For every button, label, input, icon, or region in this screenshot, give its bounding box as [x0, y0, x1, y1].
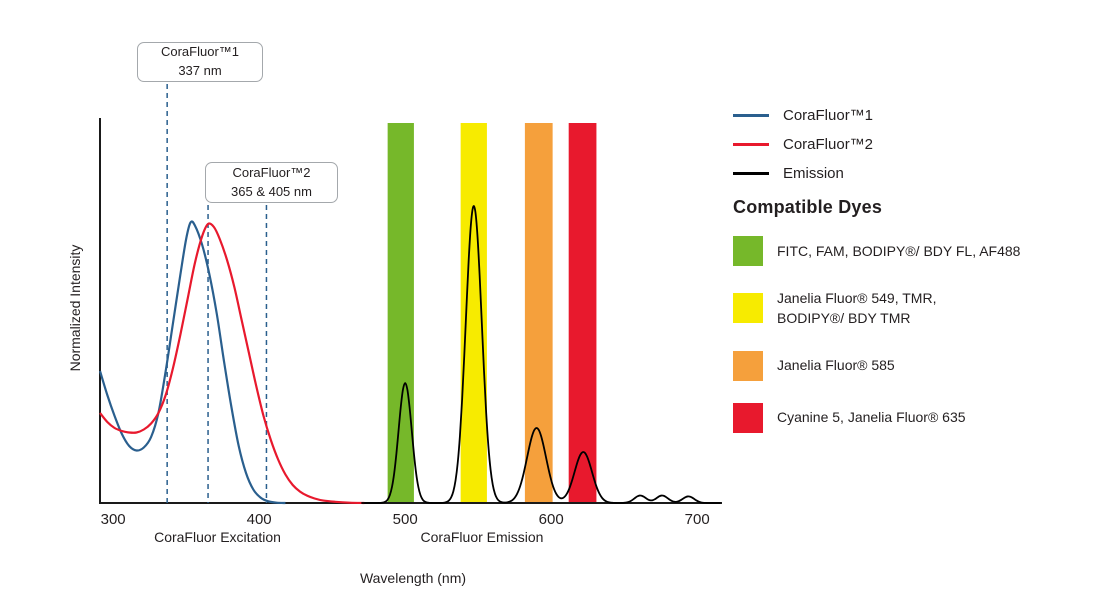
callout-corafluor1: CoraFluor™1 337 nm — [137, 42, 263, 82]
x-tick-label-400: 400 — [246, 511, 272, 528]
dye-item-orange: Janelia Fluor® 585 — [733, 350, 1105, 381]
axes — [99, 118, 722, 504]
dye-label-yellow: Janelia Fluor® 549, TMR, BODIPY®/ BDY TM… — [777, 290, 937, 327]
legend-label-corafluor2: CoraFluor™2 — [783, 135, 874, 153]
dye-band-0 — [387, 123, 414, 503]
dye-label-orange: Janelia Fluor® 585 — [777, 357, 895, 374]
x-tick-label-300: 300 — [100, 511, 126, 528]
compatible-dyes-heading: Compatible Dyes — [733, 197, 883, 217]
emission-line-swatch — [733, 171, 769, 175]
callout-corafluor2: CoraFluor™2 365 & 405 nm — [205, 162, 338, 203]
legend-item-corafluor2: CoraFluor™2 — [733, 135, 1105, 153]
yellow-dye-swatch — [733, 293, 763, 324]
dye-item-green: FITC, FAM, BODIPY®/ BDY FL, AF488 — [733, 236, 1105, 266]
dye-band-1 — [460, 123, 487, 503]
emission-section-label: CoraFluor Emission — [420, 529, 544, 545]
series-corafluor2-excitation — [99, 222, 365, 505]
spectra-chart — [98, 84, 722, 505]
x-tick-label-700: 700 — [684, 511, 710, 528]
orange-dye-swatch — [733, 350, 763, 381]
callout-corafluor1-title: CoraFluor™1 — [160, 44, 240, 60]
legend-label-corafluor1: CoraFluor™1 — [783, 106, 874, 124]
callout-corafluor2-title: CoraFluor™2 — [232, 164, 311, 180]
series-emission — [361, 205, 721, 504]
red-dye-swatch — [733, 402, 763, 433]
legend-label-emission: Emission — [783, 164, 844, 182]
callout-corafluor2-wavelength: 365 & 405 nm — [231, 183, 312, 199]
dye-item-yellow: Janelia Fluor® 549, TMR, BODIPY®/ BDY TM… — [733, 288, 1105, 329]
dye-item-red: Cyanine 5, Janelia Fluor® 635 — [733, 402, 1105, 433]
callout-corafluor1-wavelength: 337 nm — [178, 63, 222, 78]
dye-label-green: FITC, FAM, BODIPY®/ BDY FL, AF488 — [777, 242, 1021, 259]
plot-area: CoraFluor™1 337 nm CoraFluor™2 365 & 405… — [67, 42, 722, 586]
green-dye-swatch — [733, 236, 763, 266]
corafluor2-line-swatch — [733, 142, 769, 146]
dye-band-2 — [524, 123, 553, 503]
y-axis-label: Normalized Intensity — [67, 244, 83, 372]
legend-item-emission: Emission — [733, 164, 1105, 182]
x-tick-label-600: 600 — [538, 511, 564, 528]
legend-item-corafluor1: CoraFluor™1 — [733, 106, 1105, 124]
series-corafluor1-excitation — [98, 220, 286, 505]
x-tick-label-500: 500 — [392, 511, 418, 528]
dye-label-red: Cyanine 5, Janelia Fluor® 635 — [777, 409, 966, 426]
x-axis-label: Wavelength (nm) — [359, 570, 467, 586]
excitation-section-label: CoraFluor Excitation — [154, 529, 281, 545]
legend-panel: CoraFluor™1 CoraFluor™2 Emission Compati… — [733, 107, 1105, 455]
dye-band-3 — [568, 123, 597, 503]
corafluor1-line-swatch — [733, 113, 769, 117]
